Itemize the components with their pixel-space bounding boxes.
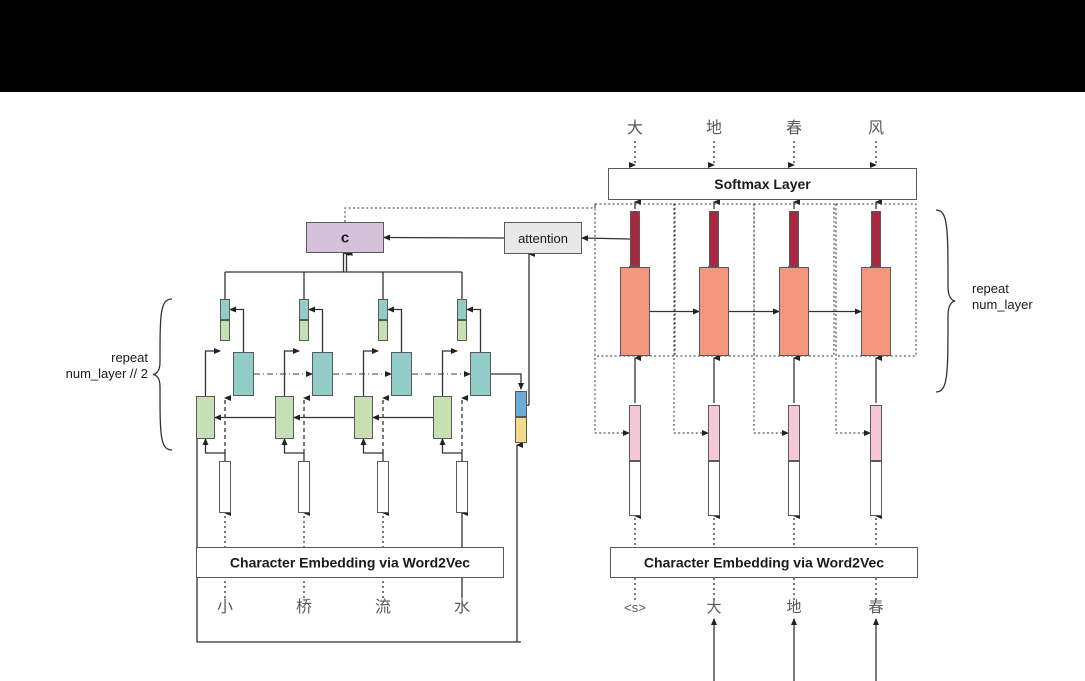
svg-text:流: 流 — [375, 598, 391, 616]
svg-text:num_layer: num_layer — [972, 297, 1033, 312]
svg-text:风: 风 — [868, 120, 884, 137]
svg-text:大: 大 — [706, 599, 721, 616]
svg-text:大: 大 — [627, 119, 643, 137]
svg-text:attention: attention — [518, 231, 568, 246]
svg-text:Character Embedding via Word2V: Character Embedding via Word2Vec — [644, 555, 884, 571]
svg-text:<s>: <s> — [624, 600, 646, 615]
svg-text:小: 小 — [217, 598, 233, 616]
svg-text:桥: 桥 — [296, 598, 312, 616]
svg-text:repeat: repeat — [111, 350, 148, 365]
svg-text:Character Embedding via Word2V: Character Embedding via Word2Vec — [230, 555, 470, 571]
svg-text:地: 地 — [706, 119, 722, 137]
svg-text:Softmax Layer: Softmax Layer — [714, 176, 811, 192]
svg-text:春: 春 — [786, 119, 802, 137]
svg-text:地: 地 — [786, 599, 801, 616]
svg-text:num_layer // 2: num_layer // 2 — [66, 366, 148, 381]
svg-text:水: 水 — [454, 598, 470, 616]
svg-text:repeat: repeat — [972, 281, 1009, 296]
svg-text:c: c — [341, 230, 349, 247]
svg-text:春: 春 — [868, 599, 883, 616]
